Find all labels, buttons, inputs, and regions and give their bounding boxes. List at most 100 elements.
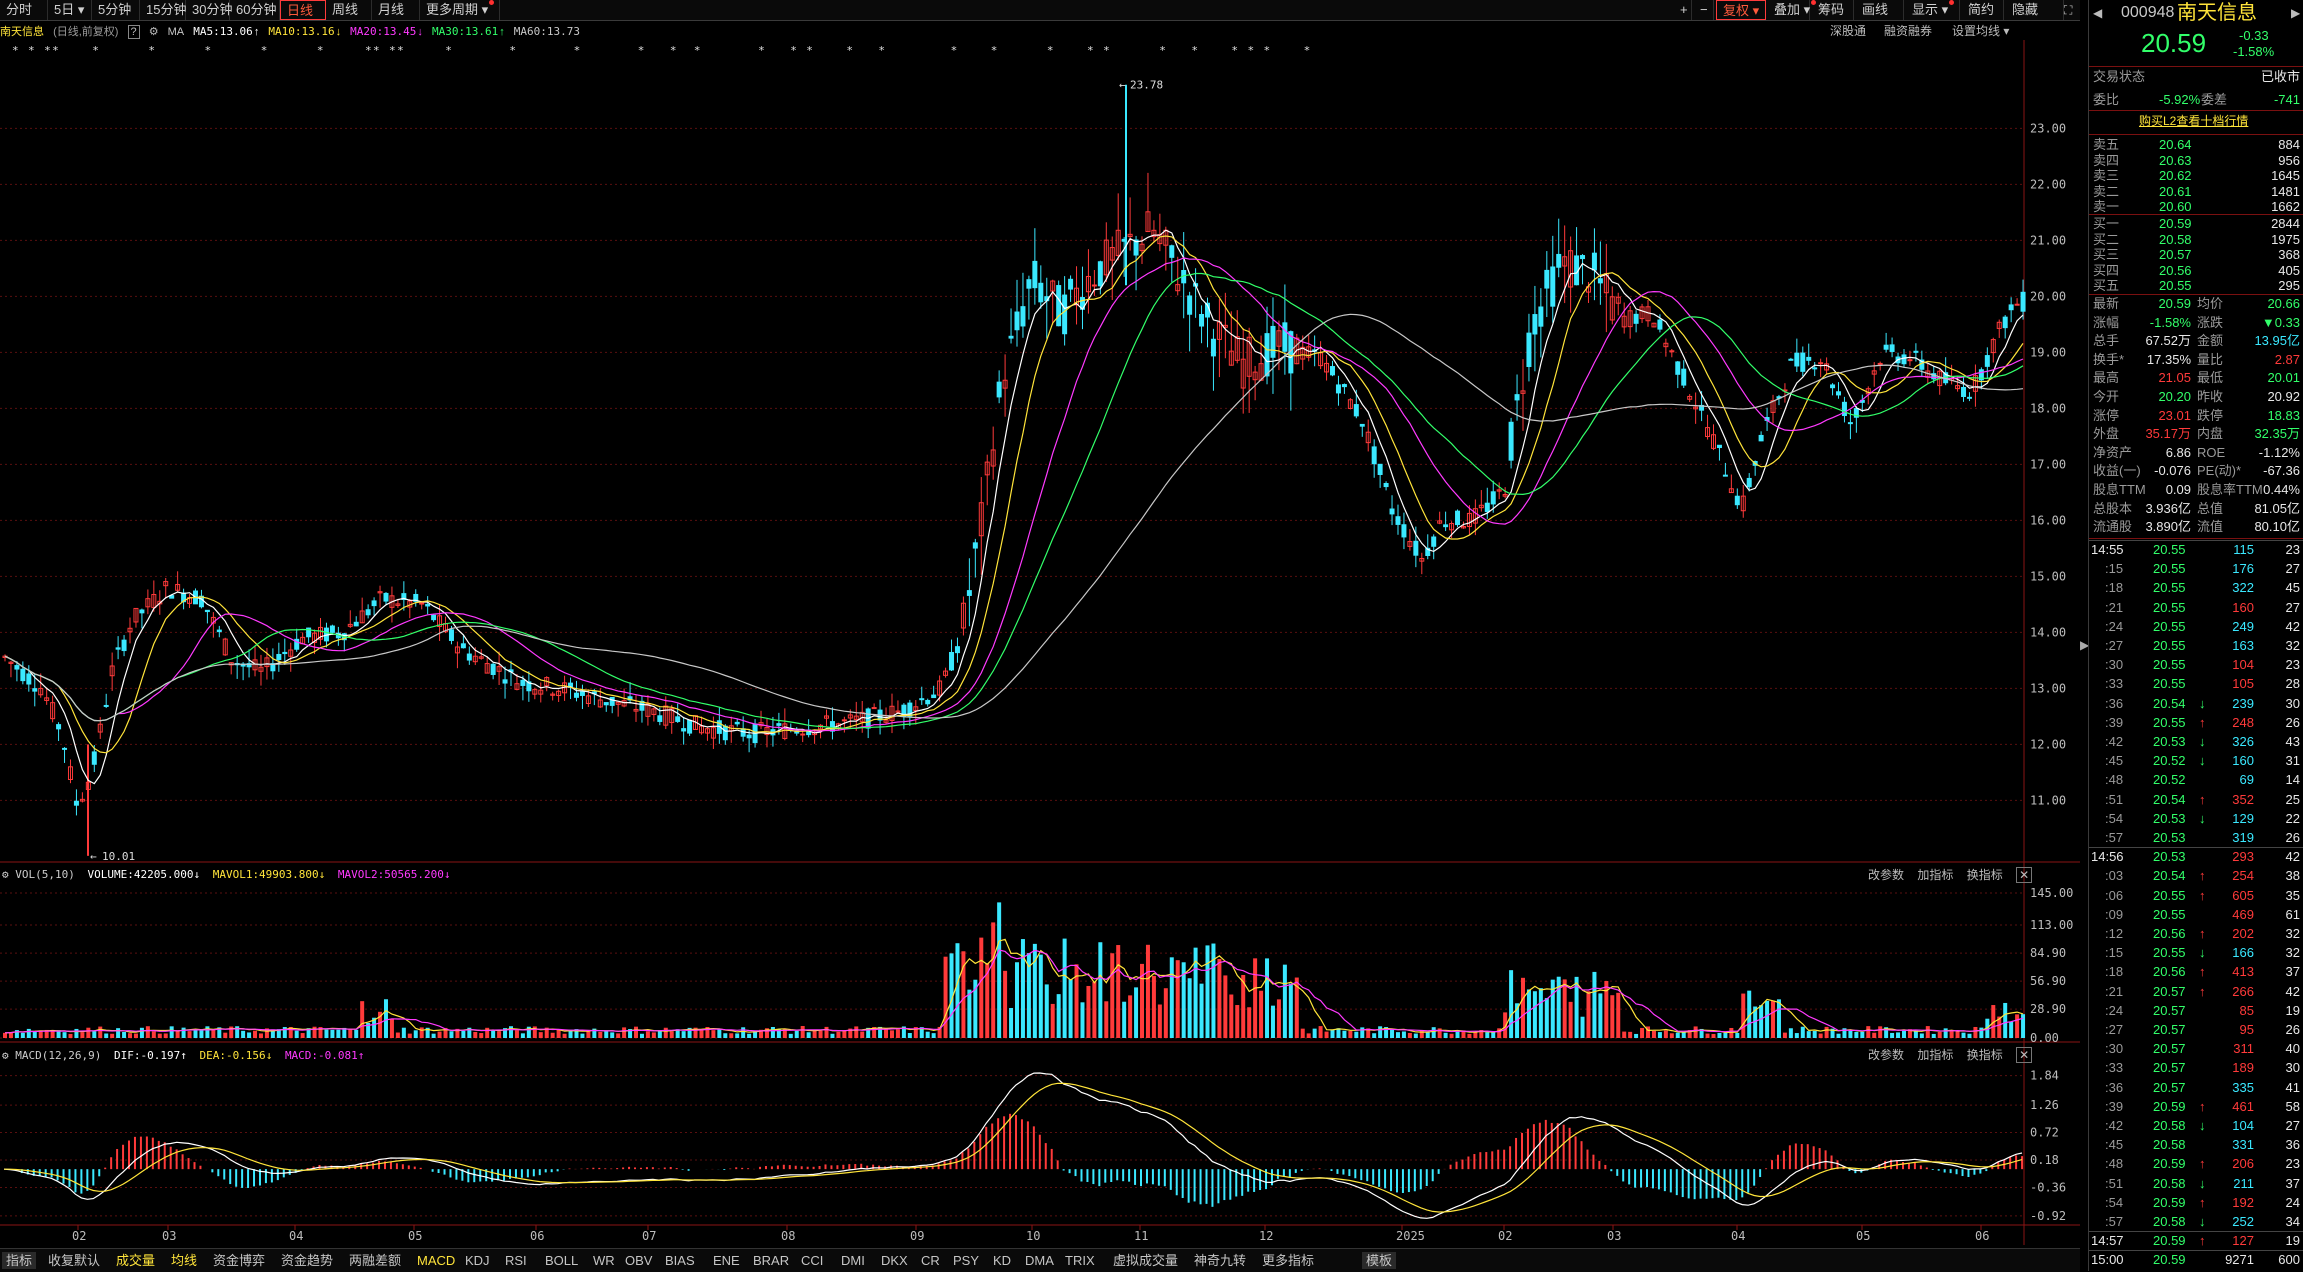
period-tab-9[interactable]: 更多周期 ▾ bbox=[420, 0, 500, 20]
bid-row[interactable]: 买四 20.56 405 bbox=[2089, 263, 2303, 279]
toolbar-right-item-1[interactable]: − bbox=[1694, 0, 1714, 20]
sub-toolbar-item-1[interactable]: 融资融券 bbox=[1884, 24, 1933, 38]
candle bbox=[353, 616, 359, 627]
kline-chart[interactable]: 23.00 22.00 21.00 20.00 19.00 18.00 17.00 16.00… bbox=[0, 20, 2080, 1245]
indicator-tab-12[interactable]: OBV bbox=[625, 1253, 653, 1268]
candle bbox=[1877, 361, 1883, 371]
stat-row: 总手 67.52万 金额 13.95亿 bbox=[2089, 332, 2303, 349]
vol-switch-indicator-button[interactable]: 换指标 bbox=[1966, 868, 2003, 882]
indicator-tab-21[interactable]: KD bbox=[993, 1253, 1012, 1268]
help-icon[interactable]: ? bbox=[127, 25, 140, 39]
bid-row[interactable]: 买三 20.57 368 bbox=[2089, 247, 2303, 263]
period-tab-0[interactable]: 分时 bbox=[0, 0, 48, 20]
vol-settings-icon[interactable]: ⚙ bbox=[2, 868, 9, 881]
candle bbox=[175, 571, 181, 593]
candle bbox=[1187, 291, 1193, 352]
volume-bar bbox=[1711, 1033, 1716, 1038]
bid-row[interactable]: 买二 20.58 1975 bbox=[2089, 232, 2303, 248]
expand-icon[interactable]: ⛶ bbox=[2064, 3, 2073, 17]
indicator-tab-10[interactable]: BOLL bbox=[545, 1253, 579, 1268]
volume-bar bbox=[1443, 1032, 1448, 1038]
indicator-tab-1[interactable]: 收复默认 bbox=[48, 1253, 101, 1268]
settings-gear-icon[interactable]: ⚙ bbox=[148, 26, 159, 38]
macd-edit-params-button[interactable]: 改参数 bbox=[1868, 1048, 1905, 1062]
indicator-tab-22[interactable]: DMA bbox=[1025, 1253, 1054, 1268]
tick-row: :27 20.57 95 26 bbox=[2089, 1020, 2303, 1039]
tick-price: 20.56 bbox=[2153, 964, 2186, 980]
indicator-tab-18[interactable]: DKX bbox=[881, 1253, 908, 1268]
toolbar-right-item-3[interactable]: 叠加 ▾ bbox=[1768, 0, 1817, 20]
ask-row[interactable]: 卖二 20.61 1481 bbox=[2089, 184, 2303, 200]
indicator-tab-6[interactable]: 两融差额 bbox=[349, 1253, 402, 1268]
indicator-tab-13[interactable]: BIAS bbox=[665, 1253, 695, 1268]
period-tab-5[interactable]: 60分钟 bbox=[230, 0, 280, 20]
indicator-tab-27[interactable]: 模板 bbox=[1362, 1252, 1397, 1269]
ask-row[interactable]: 卖五 20.64 884 bbox=[2089, 137, 2303, 153]
indicator-tab-5[interactable]: 资金趋势 bbox=[281, 1253, 334, 1268]
bid-row[interactable]: 买五 20.55 295 bbox=[2089, 278, 2303, 294]
candle bbox=[484, 656, 490, 674]
ask-row[interactable]: 卖三 20.62 1645 bbox=[2089, 168, 2303, 184]
tick-volume: 248 bbox=[2232, 714, 2254, 730]
period-tab-3[interactable]: 15分钟 bbox=[140, 0, 186, 20]
indicator-tab-2[interactable]: 成交量 bbox=[116, 1253, 156, 1268]
toolbar-right-item-0[interactable]: + bbox=[1674, 0, 1692, 20]
sub-toolbar-item-2[interactable]: 设置均线 ▾ bbox=[1952, 24, 2010, 38]
l2-upgrade-link[interactable]: 购买L2查看十档行情 bbox=[2139, 114, 2249, 128]
toolbar-right-item-2[interactable]: 复权 ▾ bbox=[1716, 0, 1766, 20]
indicator-tab-14[interactable]: ENE bbox=[713, 1253, 740, 1268]
tick-price: 20.58 bbox=[2153, 1214, 2186, 1229]
period-tab-8[interactable]: 月线 bbox=[372, 0, 420, 20]
indicator-tab-23[interactable]: TRIX bbox=[1065, 1253, 1095, 1268]
toolbar-right-item-6[interactable]: 显示 ▾ bbox=[1906, 0, 1960, 20]
period-tab-1[interactable]: 5日 ▾ bbox=[48, 0, 92, 20]
sub-toolbar-item-0[interactable]: 深股通 bbox=[1830, 24, 1867, 38]
indicator-tab-16[interactable]: CCI bbox=[801, 1253, 824, 1268]
toolbar-right-item-4[interactable]: 筹码 bbox=[1812, 0, 1854, 20]
indicator-tab-7[interactable]: MACD bbox=[417, 1253, 456, 1268]
vol-close-icon[interactable]: ✕ bbox=[2016, 867, 2033, 883]
volume-bar bbox=[949, 953, 954, 1038]
indicator-tab-8[interactable]: KDJ bbox=[465, 1253, 490, 1268]
macd-add-indicator-button[interactable]: 加指标 bbox=[1917, 1048, 1954, 1062]
period-tab-2[interactable]: 5分钟 bbox=[92, 0, 140, 20]
indicator-tab-20[interactable]: PSY bbox=[953, 1253, 980, 1268]
next-stock-icon[interactable]: ▶ bbox=[2291, 6, 2301, 20]
indicator-tab-19[interactable]: CR bbox=[921, 1253, 940, 1268]
stat-label: 最新 bbox=[2093, 296, 2120, 311]
indicator-tab-26[interactable]: 更多指标 bbox=[1262, 1253, 1315, 1268]
candle bbox=[20, 661, 26, 685]
toolbar-right-item-5[interactable]: 画线 bbox=[1856, 0, 1904, 20]
toolbar-right-item-7[interactable]: 简约 bbox=[1962, 0, 2004, 20]
stat-value: 32.35万 bbox=[2254, 426, 2300, 442]
tick-time: :12 bbox=[2105, 926, 2124, 941]
period-tab-6[interactable]: 日线 bbox=[280, 0, 326, 20]
macd-close-icon[interactable]: ✕ bbox=[2016, 1047, 2033, 1063]
vol-edit-params-button[interactable]: 改参数 bbox=[1868, 868, 1905, 882]
prev-stock-icon[interactable]: ◀ bbox=[2093, 6, 2103, 20]
candle bbox=[704, 727, 710, 741]
indicator-tab-15[interactable]: BRAR bbox=[753, 1253, 790, 1268]
indicator-tab-9[interactable]: RSI bbox=[505, 1253, 527, 1268]
indicator-tab-3[interactable]: 均线 bbox=[171, 1253, 198, 1268]
period-tab-4[interactable]: 30分钟 bbox=[186, 0, 232, 20]
toolbar-right-item-8[interactable]: 隐藏 bbox=[2006, 0, 2064, 20]
ask-row[interactable]: 卖四 20.63 956 bbox=[2089, 153, 2303, 169]
indicator-tab-11[interactable]: WR bbox=[593, 1253, 615, 1268]
candle bbox=[103, 693, 109, 709]
tick-volume: 160 bbox=[2232, 753, 2254, 769]
indicator-tab-17[interactable]: DMI bbox=[841, 1253, 865, 1268]
indicator-tab-24[interactable]: 虚拟成交量 bbox=[1113, 1253, 1179, 1268]
volume-bar bbox=[1586, 991, 1591, 1038]
vol-add-indicator-button[interactable]: 加指标 bbox=[1917, 868, 1954, 882]
indicator-tab-25[interactable]: 神奇九转 bbox=[1194, 1253, 1247, 1268]
bid-row[interactable]: 买一 20.59 2844 bbox=[2089, 216, 2303, 232]
macd-switch-indicator-button[interactable]: 换指标 bbox=[1966, 1048, 2003, 1062]
indicator-tab-4[interactable]: 资金博弈 bbox=[213, 1253, 266, 1268]
ask-row[interactable]: 卖一 20.60 1662 bbox=[2089, 199, 2303, 215]
period-tab-7[interactable]: 周线 bbox=[326, 0, 372, 20]
collapse-panel-icon[interactable]: ▶ bbox=[2080, 638, 2090, 652]
indicator-tab-0[interactable]: 指标 bbox=[2, 1252, 37, 1269]
macd-settings-icon[interactable]: ⚙ bbox=[2, 1049, 9, 1062]
x-axis-label: 03 bbox=[1607, 1229, 1621, 1243]
